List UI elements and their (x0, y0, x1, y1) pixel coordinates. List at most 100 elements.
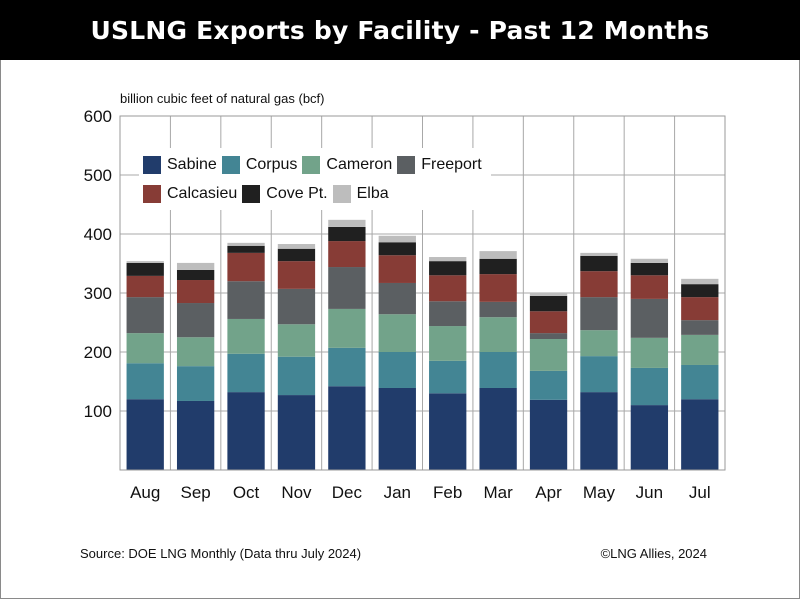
legend-swatch (143, 184, 161, 203)
bar-segment-freeport (630, 298, 669, 338)
bar-segment-corpus (176, 366, 215, 401)
bar-stack-aug (126, 261, 164, 470)
legend-swatch (397, 155, 416, 174)
bar-segment-calcasieu (529, 311, 568, 334)
bar-stack-apr (529, 293, 568, 470)
bar-segment-corpus (378, 352, 416, 388)
bar-segment-elba (328, 219, 366, 227)
bar-segment-calcasieu (429, 275, 467, 302)
legend-label: Cameron (326, 155, 393, 173)
bar-segment-cove-pt (227, 245, 265, 253)
bar-stack-sep (176, 262, 215, 470)
bar-segment-sabine (580, 392, 618, 470)
bar-segment-calcasieu (328, 241, 366, 268)
bar-segment-corpus (580, 356, 618, 393)
bar-segment-elba (227, 242, 265, 246)
legend-label: Elba (356, 184, 389, 202)
bar-segment-elba (176, 262, 215, 270)
bar-segment-corpus (630, 367, 669, 406)
bar-segment-corpus (277, 356, 316, 396)
bar-stack-may (580, 252, 618, 470)
bar-segment-corpus (479, 352, 517, 388)
x-tick-label: Mar (483, 483, 513, 502)
bar-segment-calcasieu (227, 252, 265, 282)
bar-segment-freeport (580, 297, 618, 331)
legend-label: Calcasieu (167, 184, 238, 202)
x-tick-label: May (583, 483, 616, 502)
bar-segment-cove-pt (580, 255, 618, 272)
bar-segment-calcasieu (277, 261, 316, 289)
bar-segment-freeport (681, 320, 719, 335)
legend-item: Calcasieu (143, 184, 238, 203)
bar-segment-cameron (227, 318, 265, 354)
y-axis-title: billion cubic feet of natural gas (bcf) (120, 91, 325, 106)
bar-segment-sabine (126, 399, 164, 470)
bar-segment-corpus (227, 353, 265, 393)
legend-item: Cove Pt. (242, 184, 328, 203)
y-tick-label: 200 (84, 343, 112, 362)
bar-segment-freeport (378, 282, 416, 315)
legend-item: Freeport (397, 155, 482, 174)
source-note: Source: DOE LNG Monthly (Data thru July … (80, 546, 362, 561)
plot-border (119, 115, 726, 471)
bars (126, 219, 719, 470)
x-tick-label: Nov (281, 483, 312, 502)
bar-segment-elba (277, 244, 316, 249)
bar-segment-cove-pt (479, 258, 517, 275)
bar-segment-calcasieu (378, 255, 416, 283)
y-tick-labels: 100 200 300 400 500 600 (84, 107, 112, 421)
bar-segment-elba (580, 252, 618, 256)
bar-segment-elba (429, 257, 467, 262)
x-tick-label: Feb (433, 483, 462, 502)
legend-item: Cameron (302, 155, 393, 174)
legend-label: Cove Pt. (266, 184, 328, 202)
title-bar: USLNG Exports by Facility - Past 12 Mont… (0, 0, 800, 60)
bar-segment-cameron (277, 324, 316, 357)
bar-stack-feb (429, 257, 467, 470)
bar-segment-calcasieu (580, 271, 618, 298)
bar-segment-calcasieu (176, 280, 215, 304)
bar-segment-corpus (429, 360, 467, 394)
bar-segment-elba (378, 235, 416, 243)
bar-segment-cameron (378, 314, 416, 352)
legend-item: Corpus (221, 155, 298, 174)
bar-segment-calcasieu (630, 275, 669, 299)
legend-swatch (332, 184, 351, 203)
y-tick-label: 400 (84, 225, 112, 244)
bar-segment-freeport (227, 281, 265, 319)
bar-segment-cameron (529, 339, 568, 371)
bar-segment-elba (681, 278, 719, 285)
bar-segment-cove-pt (277, 248, 316, 262)
copyright-note: ©LNG Allies, 2024 (600, 546, 707, 561)
bar-segment-freeport (328, 267, 366, 309)
bar-segment-cove-pt (429, 261, 467, 276)
bar-segment-calcasieu (681, 297, 719, 321)
bar-segment-corpus (681, 364, 719, 400)
bar-segment-calcasieu (479, 274, 517, 302)
bar-segment-corpus (529, 370, 568, 400)
bar-segment-corpus (328, 347, 366, 387)
legend-label: Sabine (167, 155, 217, 173)
bar-segment-calcasieu (126, 275, 164, 298)
legend: Sabine Corpus Cameron Freeport Calcasieu Cove… (139, 148, 491, 210)
bar-segment-cove-pt (378, 242, 416, 256)
legend-swatch (143, 155, 161, 174)
bar-segment-cameron (328, 308, 366, 348)
legend-item: Sabine (143, 155, 217, 174)
bar-segment-cove-pt (529, 295, 568, 312)
x-tick-label: Dec (332, 483, 363, 502)
legend-label: Corpus (245, 155, 298, 173)
bar-segment-cameron (429, 326, 467, 361)
bar-segment-freeport (277, 288, 316, 325)
bar-segment-elba (630, 258, 669, 263)
bar-segment-cove-pt (176, 269, 215, 281)
bar-segment-sabine (529, 399, 568, 470)
bar-segment-sabine (328, 386, 366, 470)
bar-segment-freeport (479, 301, 517, 318)
x-tick-label: Apr (535, 483, 562, 502)
bar-segment-sabine (277, 395, 316, 470)
y-tick-label: 500 (84, 166, 112, 185)
x-tick-label: Jan (384, 483, 411, 502)
bar-segment-elba (479, 251, 517, 259)
y-tick-label: 100 (84, 402, 112, 421)
